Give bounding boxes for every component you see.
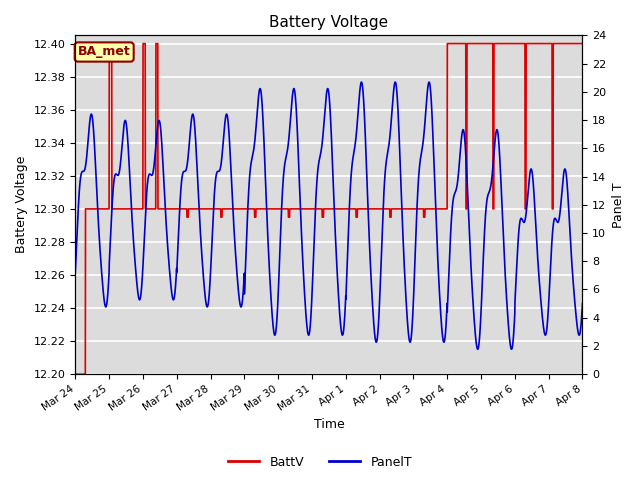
Line: PanelT: PanelT	[76, 82, 582, 349]
PanelT	[164, 240, 172, 245]
Legend: BattV, PanelT: BattV, PanelT	[223, 451, 417, 474]
BattV	[450, 41, 458, 47]
BattV	[266, 206, 273, 212]
Y-axis label: Panel T: Panel T	[612, 182, 625, 228]
BattV	[401, 206, 409, 212]
Text: BA_met: BA_met	[78, 46, 131, 59]
Y-axis label: Battery Voltage: Battery Voltage	[15, 156, 28, 253]
PanelT	[72, 270, 79, 276]
PanelT	[508, 347, 515, 352]
BattV	[164, 206, 172, 212]
BattV	[72, 372, 79, 377]
BattV	[488, 41, 496, 47]
Title: Battery Voltage: Battery Voltage	[269, 15, 388, 30]
BattV	[106, 41, 113, 47]
BattV	[376, 206, 383, 212]
PanelT	[579, 300, 586, 306]
PanelT	[425, 79, 433, 85]
PanelT	[401, 280, 409, 286]
PanelT	[450, 193, 458, 199]
X-axis label: Time: Time	[314, 419, 344, 432]
PanelT	[376, 301, 383, 307]
PanelT	[488, 170, 496, 176]
PanelT	[265, 260, 273, 266]
BattV	[579, 41, 586, 47]
Line: BattV: BattV	[76, 44, 582, 374]
